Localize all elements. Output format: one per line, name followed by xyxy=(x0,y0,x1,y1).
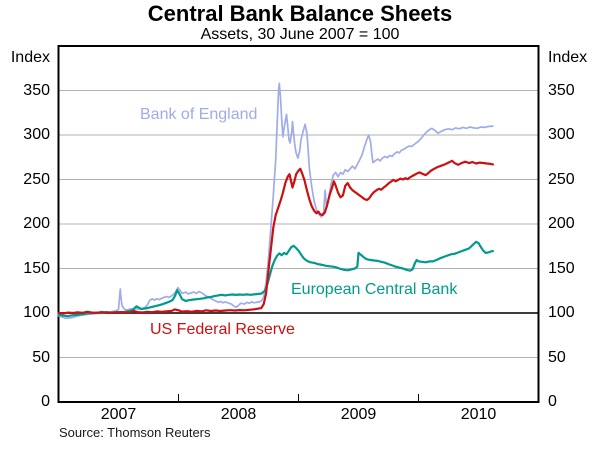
chart-title: Central Bank Balance Sheets xyxy=(147,1,453,26)
x-axis-year-label: 2008 xyxy=(220,406,257,423)
series-line-bank-of-england xyxy=(57,82,494,320)
y-axis-tick-label-left: 250 xyxy=(23,170,50,188)
series-label-us-federal-reserve: US Federal Reserve xyxy=(150,321,295,338)
y-axis-tick-label-right: 200 xyxy=(548,215,575,232)
y-axis-tick-label-right: 150 xyxy=(548,259,575,277)
y-axis-tick-label-left: 150 xyxy=(23,259,50,277)
y-axis-tick-label-left: 0 xyxy=(41,393,50,410)
series-line-us-federal-reserve xyxy=(57,159,494,315)
x-axis-year-label: 2009 xyxy=(340,406,377,423)
chart-subtitle: Assets, 30 June 2007 = 100 xyxy=(200,26,400,43)
y-axis-tick-label-right: 350 xyxy=(548,81,575,99)
y-axis-tick-label-right: 100 xyxy=(548,304,575,321)
series-label-european-central-bank: European Central Bank xyxy=(291,281,458,298)
y-axis-tick-label-right: 0 xyxy=(548,393,557,410)
y-axis-unit-label-left: Index xyxy=(10,49,50,66)
y-axis-tick-label-left: 350 xyxy=(23,81,50,99)
y-axis-tick-label-right: 250 xyxy=(548,170,575,188)
y-axis-unit-label-right: Index xyxy=(548,49,588,66)
y-axis-tick-label-left: 300 xyxy=(23,126,50,143)
y-axis-tick-label-left: 50 xyxy=(32,348,50,366)
y-axis-tick-label-right: 50 xyxy=(548,348,566,366)
x-axis-year-label: 2010 xyxy=(460,406,497,423)
y-axis-tick-label-left: 100 xyxy=(23,304,50,321)
y-axis-tick-label-right: 300 xyxy=(548,126,575,143)
y-axis-tick-label-left: 200 xyxy=(23,215,50,232)
series-line-european-central-bank xyxy=(57,240,494,318)
x-axis-year-label: 2007 xyxy=(100,406,137,423)
source-note: Source: Thomson Reuters xyxy=(59,425,211,440)
plot-frame xyxy=(57,45,540,403)
series-label-bank-of-england: Bank of England xyxy=(140,106,258,123)
